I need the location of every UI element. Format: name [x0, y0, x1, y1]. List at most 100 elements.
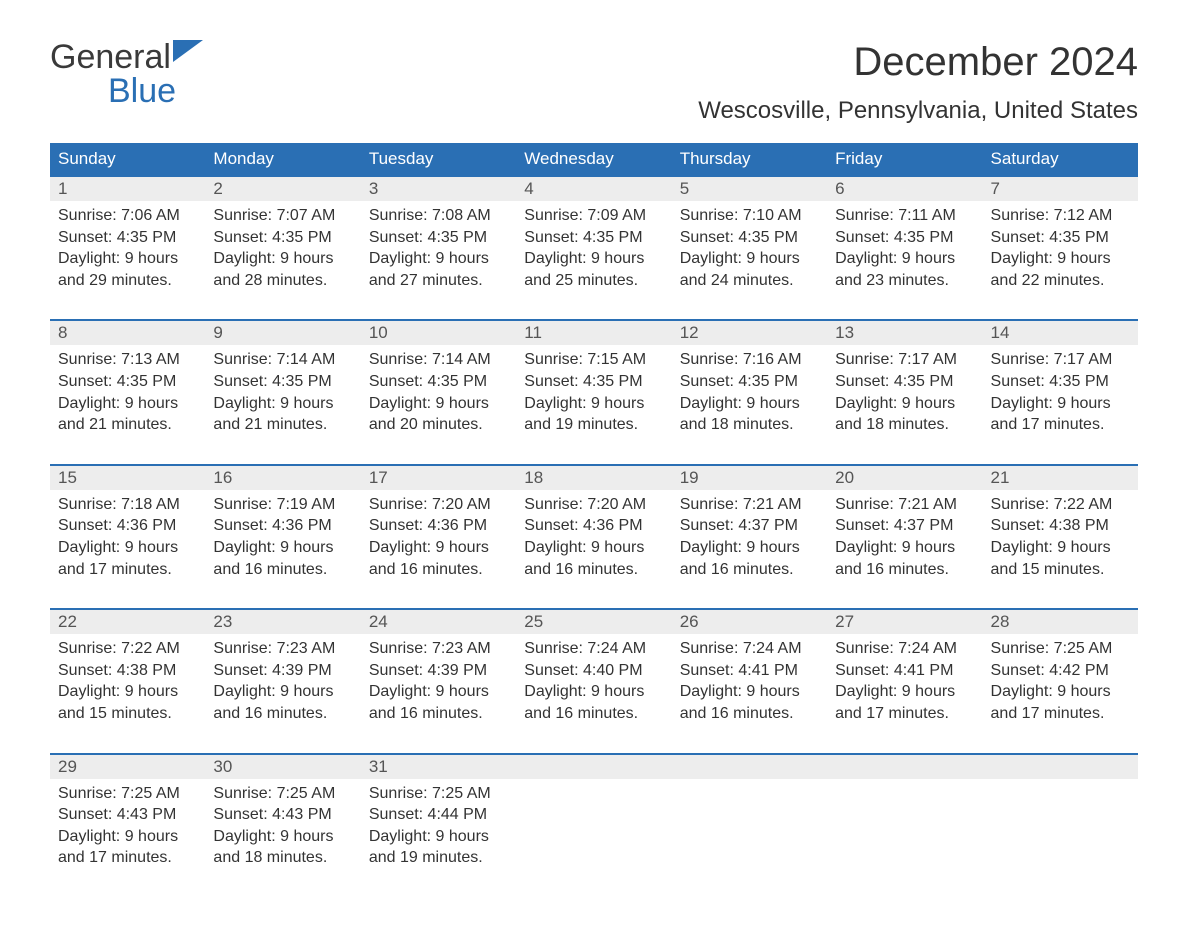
day-cell: Sunrise: 7:14 AMSunset: 4:35 PMDaylight:… — [361, 345, 516, 464]
day-number: 17 — [361, 465, 516, 490]
daylight-text-1: Daylight: 9 hours — [58, 537, 197, 559]
logo-word2: Blue — [50, 72, 176, 110]
day-number: 7 — [983, 176, 1138, 201]
daylight-text-2: and 23 minutes. — [835, 270, 974, 292]
day-number: 21 — [983, 465, 1138, 490]
sunrise-text: Sunrise: 7:12 AM — [991, 205, 1130, 227]
daylight-text-1: Daylight: 9 hours — [680, 681, 819, 703]
sunrise-text: Sunrise: 7:22 AM — [58, 638, 197, 660]
sunrise-text: Sunrise: 7:14 AM — [213, 349, 352, 371]
sunset-text: Sunset: 4:41 PM — [680, 660, 819, 682]
day-number — [672, 754, 827, 779]
day-cell: Sunrise: 7:11 AMSunset: 4:35 PMDaylight:… — [827, 201, 982, 320]
daylight-text-1: Daylight: 9 hours — [680, 537, 819, 559]
day-cell: Sunrise: 7:25 AMSunset: 4:43 PMDaylight:… — [50, 779, 205, 897]
daylight-text-1: Daylight: 9 hours — [58, 393, 197, 415]
sunrise-text: Sunrise: 7:24 AM — [524, 638, 663, 660]
sunset-text: Sunset: 4:35 PM — [524, 227, 663, 249]
day-cell: Sunrise: 7:19 AMSunset: 4:36 PMDaylight:… — [205, 490, 360, 609]
daylight-text-1: Daylight: 9 hours — [213, 393, 352, 415]
day-cell: Sunrise: 7:24 AMSunset: 4:40 PMDaylight:… — [516, 634, 671, 753]
week-daynum-row: 891011121314 — [50, 320, 1138, 345]
daylight-text-1: Daylight: 9 hours — [369, 681, 508, 703]
sunrise-text: Sunrise: 7:23 AM — [369, 638, 508, 660]
weekday-header-row: Sunday Monday Tuesday Wednesday Thursday… — [50, 143, 1138, 176]
sunrise-text: Sunrise: 7:21 AM — [680, 494, 819, 516]
col-monday: Monday — [205, 143, 360, 176]
daylight-text-2: and 29 minutes. — [58, 270, 197, 292]
daylight-text-1: Daylight: 9 hours — [991, 681, 1130, 703]
daylight-text-1: Daylight: 9 hours — [213, 681, 352, 703]
week-daynum-row: 1234567 — [50, 176, 1138, 201]
sunset-text: Sunset: 4:37 PM — [680, 515, 819, 537]
day-number: 6 — [827, 176, 982, 201]
daylight-text-1: Daylight: 9 hours — [58, 681, 197, 703]
sunset-text: Sunset: 4:35 PM — [991, 371, 1130, 393]
day-number: 16 — [205, 465, 360, 490]
day-number: 18 — [516, 465, 671, 490]
daylight-text-2: and 17 minutes. — [991, 703, 1130, 725]
daylight-text-1: Daylight: 9 hours — [835, 537, 974, 559]
daylight-text-2: and 16 minutes. — [524, 559, 663, 581]
daylight-text-1: Daylight: 9 hours — [213, 826, 352, 848]
sunset-text: Sunset: 4:35 PM — [680, 371, 819, 393]
day-cell — [672, 779, 827, 897]
daylight-text-2: and 16 minutes. — [680, 703, 819, 725]
daylight-text-2: and 18 minutes. — [680, 414, 819, 436]
day-cell: Sunrise: 7:25 AMSunset: 4:42 PMDaylight:… — [983, 634, 1138, 753]
sunset-text: Sunset: 4:35 PM — [369, 227, 508, 249]
daylight-text-1: Daylight: 9 hours — [991, 248, 1130, 270]
calendar-table: Sunday Monday Tuesday Wednesday Thursday… — [50, 143, 1138, 897]
week-daynum-row: 22232425262728 — [50, 609, 1138, 634]
day-cell — [516, 779, 671, 897]
col-tuesday: Tuesday — [361, 143, 516, 176]
sunrise-text: Sunrise: 7:21 AM — [835, 494, 974, 516]
sunset-text: Sunset: 4:38 PM — [991, 515, 1130, 537]
week-body-row: Sunrise: 7:06 AMSunset: 4:35 PMDaylight:… — [50, 201, 1138, 320]
day-cell: Sunrise: 7:20 AMSunset: 4:36 PMDaylight:… — [361, 490, 516, 609]
sunset-text: Sunset: 4:35 PM — [58, 371, 197, 393]
daylight-text-1: Daylight: 9 hours — [835, 248, 974, 270]
daylight-text-2: and 17 minutes. — [991, 414, 1130, 436]
daylight-text-2: and 22 minutes. — [991, 270, 1130, 292]
day-number: 24 — [361, 609, 516, 634]
daylight-text-1: Daylight: 9 hours — [524, 681, 663, 703]
day-cell: Sunrise: 7:22 AMSunset: 4:38 PMDaylight:… — [983, 490, 1138, 609]
sunrise-text: Sunrise: 7:25 AM — [991, 638, 1130, 660]
logo: General Blue — [50, 40, 203, 108]
daylight-text-1: Daylight: 9 hours — [835, 681, 974, 703]
day-cell: Sunrise: 7:07 AMSunset: 4:35 PMDaylight:… — [205, 201, 360, 320]
day-cell: Sunrise: 7:14 AMSunset: 4:35 PMDaylight:… — [205, 345, 360, 464]
sunrise-text: Sunrise: 7:22 AM — [991, 494, 1130, 516]
day-number: 1 — [50, 176, 205, 201]
sunset-text: Sunset: 4:35 PM — [524, 371, 663, 393]
week-body-row: Sunrise: 7:18 AMSunset: 4:36 PMDaylight:… — [50, 490, 1138, 609]
flag-icon — [173, 40, 203, 67]
daylight-text-1: Daylight: 9 hours — [991, 393, 1130, 415]
day-cell: Sunrise: 7:25 AMSunset: 4:43 PMDaylight:… — [205, 779, 360, 897]
sunset-text: Sunset: 4:36 PM — [369, 515, 508, 537]
sunrise-text: Sunrise: 7:15 AM — [524, 349, 663, 371]
daylight-text-2: and 16 minutes. — [680, 559, 819, 581]
daylight-text-2: and 25 minutes. — [524, 270, 663, 292]
sunset-text: Sunset: 4:35 PM — [991, 227, 1130, 249]
sunrise-text: Sunrise: 7:18 AM — [58, 494, 197, 516]
sunrise-text: Sunrise: 7:17 AM — [991, 349, 1130, 371]
sunrise-text: Sunrise: 7:25 AM — [213, 783, 352, 805]
day-cell: Sunrise: 7:18 AMSunset: 4:36 PMDaylight:… — [50, 490, 205, 609]
daylight-text-1: Daylight: 9 hours — [58, 826, 197, 848]
sunrise-text: Sunrise: 7:09 AM — [524, 205, 663, 227]
day-number — [827, 754, 982, 779]
col-friday: Friday — [827, 143, 982, 176]
daylight-text-2: and 19 minutes. — [369, 847, 508, 869]
sunset-text: Sunset: 4:36 PM — [58, 515, 197, 537]
day-number: 31 — [361, 754, 516, 779]
sunrise-text: Sunrise: 7:19 AM — [213, 494, 352, 516]
day-cell: Sunrise: 7:20 AMSunset: 4:36 PMDaylight:… — [516, 490, 671, 609]
day-cell: Sunrise: 7:21 AMSunset: 4:37 PMDaylight:… — [672, 490, 827, 609]
daylight-text-1: Daylight: 9 hours — [369, 248, 508, 270]
week-body-row: Sunrise: 7:22 AMSunset: 4:38 PMDaylight:… — [50, 634, 1138, 753]
day-cell: Sunrise: 7:10 AMSunset: 4:35 PMDaylight:… — [672, 201, 827, 320]
day-cell: Sunrise: 7:13 AMSunset: 4:35 PMDaylight:… — [50, 345, 205, 464]
daylight-text-2: and 24 minutes. — [680, 270, 819, 292]
